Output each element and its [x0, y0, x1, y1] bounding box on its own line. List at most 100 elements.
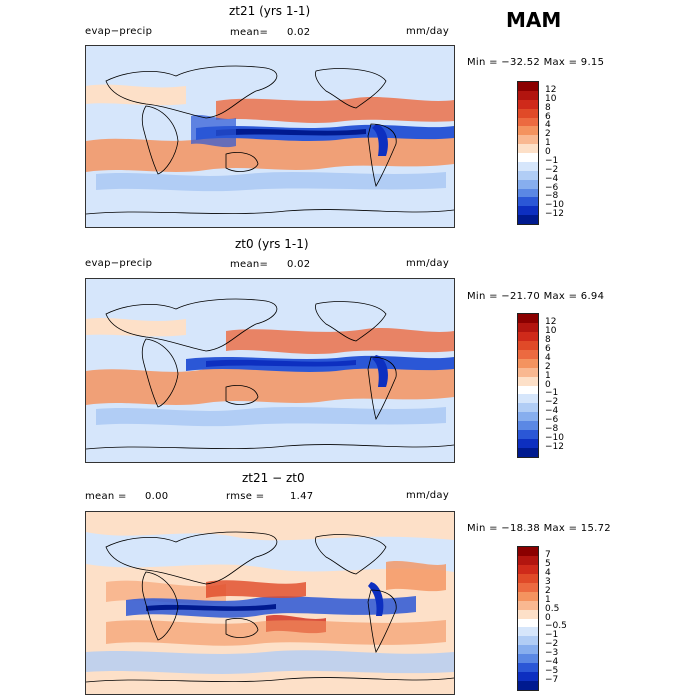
- panel-2-minmax: Min = −21.70 Max = 6.94: [467, 291, 605, 302]
- colorbar-swatch: [518, 600, 538, 610]
- colorbar-swatch: [518, 430, 538, 440]
- colorbar-swatch: [518, 206, 538, 216]
- colorbar-swatch: [518, 547, 538, 556]
- colorbar-tick-label: 10: [545, 325, 557, 336]
- colorbar-swatch: [518, 188, 538, 198]
- panel-3-mean-label: mean =: [85, 491, 127, 502]
- colorbar-tick-label: −12: [545, 209, 564, 220]
- colorbar-swatch: [518, 681, 538, 690]
- colorbar-tick-label: −2: [545, 164, 559, 175]
- panel-1-title: zt21 (yrs 1-1): [229, 4, 311, 18]
- colorbar-tick-label: 0: [545, 612, 551, 623]
- panel-1-units: mm/day: [406, 26, 450, 37]
- panel-3-minmax: Min = −18.38 Max = 15.72: [467, 523, 611, 534]
- colorbar-tick-label: −1: [545, 155, 559, 166]
- colorbar-tick-label: −8: [545, 191, 559, 202]
- panel-1-map: [85, 45, 455, 228]
- colorbar-tick-label: −1: [545, 630, 559, 641]
- colorbar-swatch: [518, 636, 538, 646]
- colorbar-tick-label: 1: [545, 370, 551, 381]
- colorbar-tick-label: 7: [545, 549, 551, 560]
- colorbar-tick-label: −10: [545, 200, 564, 211]
- colorbar-swatch: [518, 331, 538, 341]
- colorbar-swatch: [518, 144, 538, 153]
- colorbar-tick-label: −10: [545, 433, 564, 444]
- panel-2-map: [85, 278, 455, 463]
- colorbar-tick-label: 1: [545, 138, 551, 149]
- colorbar-swatch: [518, 564, 538, 574]
- colorbar-swatch: [518, 591, 538, 601]
- colorbar-tick-label: 0.5: [545, 603, 560, 614]
- colorbar-swatch: [518, 215, 538, 224]
- panel-1-minmax: Min = −32.52 Max = 9.15: [467, 57, 605, 68]
- colorbar-swatch: [518, 627, 538, 637]
- colorbar-swatch: [518, 439, 538, 449]
- colorbar-swatch: [518, 117, 538, 127]
- panel-1-mean-value: 0.02: [287, 27, 311, 38]
- colorbar-swatch: [518, 645, 538, 655]
- panel-3-map-graphic: [86, 512, 454, 694]
- colorbar-swatch: [518, 367, 538, 377]
- colorbar-swatch: [518, 448, 538, 457]
- colorbar-tick-label: −12: [545, 442, 564, 453]
- colorbar-swatch: [518, 618, 538, 628]
- season-title: MAM: [506, 8, 562, 32]
- colorbar-tick-label: −4: [545, 406, 559, 417]
- colorbar-swatch: [518, 403, 538, 413]
- colorbar-swatch: [518, 197, 538, 207]
- colorbar-tick-label: −1: [545, 388, 559, 399]
- colorbar-swatch: [518, 82, 538, 91]
- panel-3-rmse-label: rmse =: [226, 491, 265, 502]
- panel-2-map-graphic: [86, 279, 454, 462]
- colorbar-tick-label: 12: [545, 84, 557, 95]
- colorbar-tick-label: −0.5: [545, 621, 567, 632]
- colorbar-swatch: [518, 385, 538, 395]
- colorbar-tick-label: 3: [545, 576, 551, 587]
- colorbar-swatch: [518, 126, 538, 136]
- colorbar-tick-label: −6: [545, 415, 559, 426]
- colorbar-swatch: [518, 358, 538, 368]
- panel-1-field-label: evap−precip: [85, 26, 153, 37]
- colorbar-tick-label: 2: [545, 361, 551, 372]
- colorbar-swatch: [518, 170, 538, 180]
- colorbar-tick-label: 0: [545, 379, 551, 390]
- colorbar-tick-label: 6: [545, 343, 551, 354]
- panel-3-colorbar: [517, 546, 539, 691]
- panel-2-units: mm/day: [406, 258, 450, 269]
- panel-2-colorbar: [517, 313, 539, 458]
- colorbar-tick-label: −4: [545, 173, 559, 184]
- colorbar-tick-label: 4: [545, 567, 551, 578]
- colorbar-swatch: [518, 582, 538, 592]
- colorbar-swatch: [518, 376, 538, 386]
- colorbar-swatch: [518, 90, 538, 100]
- colorbar-tick-label: −2: [545, 639, 559, 650]
- colorbar-swatch: [518, 421, 538, 431]
- colorbar-tick-label: 10: [545, 93, 557, 104]
- panel-1-colorbar: [517, 81, 539, 225]
- colorbar-tick-label: −4: [545, 657, 559, 668]
- colorbar-tick-label: 8: [545, 102, 551, 113]
- colorbar-swatch: [518, 654, 538, 664]
- panel-1-mean-label: mean=: [230, 27, 269, 38]
- colorbar-swatch: [518, 609, 538, 619]
- panel-3-title: zt21 − zt0: [242, 471, 305, 485]
- colorbar-tick-label: 1: [545, 594, 551, 605]
- colorbar-swatch: [518, 663, 538, 673]
- colorbar-swatch: [518, 340, 538, 350]
- colorbar-swatch: [518, 179, 538, 189]
- colorbar-swatch: [518, 322, 538, 332]
- colorbar-swatch: [518, 573, 538, 583]
- colorbar-tick-label: 6: [545, 111, 551, 122]
- colorbar-tick-label: 5: [545, 558, 551, 569]
- colorbar-tick-label: 2: [545, 129, 551, 140]
- colorbar-swatch: [518, 135, 538, 145]
- colorbar-tick-label: −7: [545, 675, 559, 686]
- panel-3-map: [85, 511, 455, 695]
- panel-2-mean-label: mean=: [230, 259, 269, 270]
- colorbar-tick-label: 12: [545, 316, 557, 327]
- colorbar-swatch: [518, 99, 538, 109]
- colorbar-swatch: [518, 153, 538, 162]
- colorbar-tick-label: 4: [545, 120, 551, 131]
- colorbar-tick-label: −3: [545, 648, 559, 659]
- colorbar-tick-label: 4: [545, 352, 551, 363]
